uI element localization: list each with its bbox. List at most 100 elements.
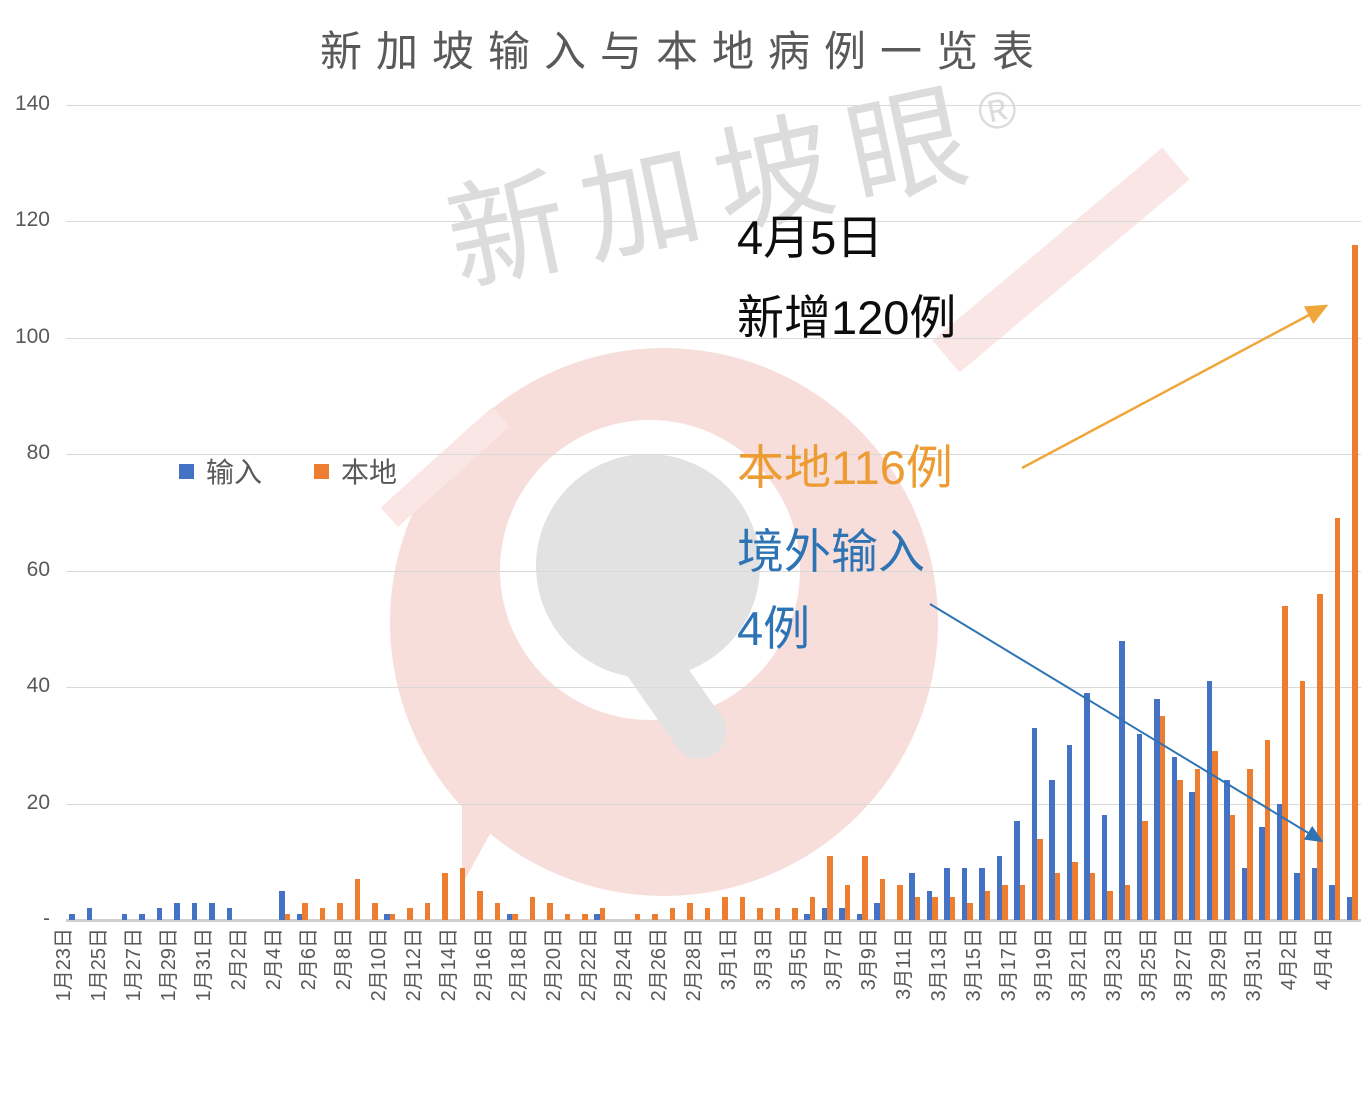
bar-imported (1119, 640, 1125, 920)
x-axis-tick-label: 3月17日 (997, 928, 1020, 1002)
bar-local (1352, 244, 1358, 920)
annotation-imported-count: 境外输入 4例 (737, 513, 925, 667)
x-axis-tick-label: 2月24日 (612, 928, 635, 1002)
y-axis-tick-label: 100 (14, 324, 50, 348)
bar-local (337, 902, 343, 920)
y-axis-tick-label: 120 (14, 208, 50, 232)
x-axis-tick-label: 1月29日 (157, 928, 180, 1002)
bar-local (652, 914, 658, 920)
x-axis-tick-label: 3月13日 (927, 928, 950, 1002)
bar-imported (1329, 885, 1335, 920)
legend-imported-label: 输入 (206, 457, 263, 488)
bar-imported (506, 914, 513, 920)
arrow-to-imported-bar (929, 603, 1324, 843)
bar-imported (384, 914, 390, 920)
bar-local (1054, 873, 1061, 920)
bar-local (1002, 885, 1008, 920)
bar-imported (139, 914, 145, 920)
y-axis-tick-label: 60 (26, 557, 50, 581)
bar-local (967, 902, 973, 920)
bar-imported (1049, 780, 1055, 920)
bar-imported (909, 873, 915, 920)
bar-imported (1241, 867, 1248, 920)
bar-imported (226, 908, 233, 920)
bar-local (1037, 838, 1043, 920)
x-axis-tick-label: 4月4日 (1312, 928, 1335, 991)
x-axis-tick-label: 2月10日 (367, 928, 390, 1002)
legend: 输入 本地 (179, 451, 397, 491)
bar-local (1334, 518, 1341, 920)
bar-local (582, 914, 588, 920)
y-axis-tick-label: 80 (26, 441, 50, 465)
bar-local (1107, 890, 1113, 920)
gridline (66, 803, 1361, 805)
x-axis-tick-label: 3月3日 (752, 928, 775, 991)
bar-local (809, 896, 816, 920)
bar-local (914, 896, 921, 920)
bar-local (757, 908, 763, 920)
x-axis-tick-label: 3月11日 (892, 928, 915, 1000)
bar-local (1072, 861, 1078, 920)
x-axis-tick-label: 2月14日 (437, 928, 460, 1002)
x-axis-tick-label: 2月12日 (402, 928, 425, 1002)
bar-imported (856, 914, 863, 920)
bar-imported (594, 914, 600, 920)
gridline (66, 919, 1361, 922)
bar-imported (69, 914, 75, 920)
legend-local-label: 本地 (341, 457, 398, 488)
gridline (66, 687, 1361, 689)
bar-local (494, 902, 501, 920)
bar-local (792, 908, 798, 920)
x-axis-tick-label: 4月2日 (1277, 928, 1300, 991)
x-axis-tick-label: 3月7日 (822, 928, 845, 991)
bar-local (704, 908, 711, 920)
x-axis-tick-label: 2月2日 (227, 928, 250, 991)
gridline (66, 570, 1361, 572)
x-axis-tick-label: 2月26日 (647, 928, 670, 1002)
bar-imported (961, 867, 968, 920)
bar-local (862, 856, 868, 920)
x-axis-tick-label: 3月25日 (1137, 928, 1160, 1002)
bar-local (564, 914, 571, 920)
bar-local (319, 908, 326, 920)
bar-local (599, 908, 606, 920)
x-axis-tick-label: 2月4日 (262, 928, 285, 991)
bar-local (1212, 751, 1218, 920)
bar-local (407, 908, 413, 920)
annotation-imported-line2: 4例 (737, 602, 811, 655)
bar-imported (86, 908, 93, 920)
bar-local (442, 873, 448, 920)
bar-imported (1311, 867, 1318, 920)
bar-local (897, 885, 903, 920)
x-axis-tick-label: 3月9日 (857, 928, 880, 991)
bar-imported (296, 914, 303, 920)
y-axis-tick-label: 20 (26, 790, 50, 814)
bar-imported (926, 890, 933, 920)
bar-local (512, 914, 518, 920)
bar-local (389, 914, 396, 920)
bar-local (949, 896, 956, 920)
x-axis-tick-label: 1月25日 (87, 928, 110, 1002)
x-axis-tick-label: 2月16日 (472, 928, 495, 1002)
bar-imported (996, 856, 1003, 920)
bar-local (1229, 815, 1236, 920)
x-axis-tick-label: 2月20日 (542, 928, 565, 1002)
y-axis-tick-label: 140 (14, 92, 50, 115)
x-axis-tick-label: 3月29日 (1207, 928, 1230, 1002)
x-axis-tick-label: 3月5日 (787, 928, 810, 991)
bar-imported (944, 867, 950, 920)
x-axis-tick-label: 2月6日 (297, 928, 320, 991)
bar-imported (1101, 815, 1108, 920)
legend-imported-swatch (179, 463, 194, 479)
bar-imported (174, 902, 180, 920)
gridline (66, 454, 1361, 456)
x-axis-tick-label: 2月22日 (577, 928, 600, 1002)
x-axis-tick-label: 3月21日 (1067, 928, 1090, 1002)
bar-imported (191, 902, 198, 920)
bar-imported (279, 890, 285, 920)
bar-imported (1259, 826, 1265, 920)
bar-imported (1224, 780, 1230, 920)
gridline (66, 221, 1361, 223)
annotation-imported-line1: 境外输入 (737, 525, 925, 578)
bar-local (844, 885, 851, 920)
